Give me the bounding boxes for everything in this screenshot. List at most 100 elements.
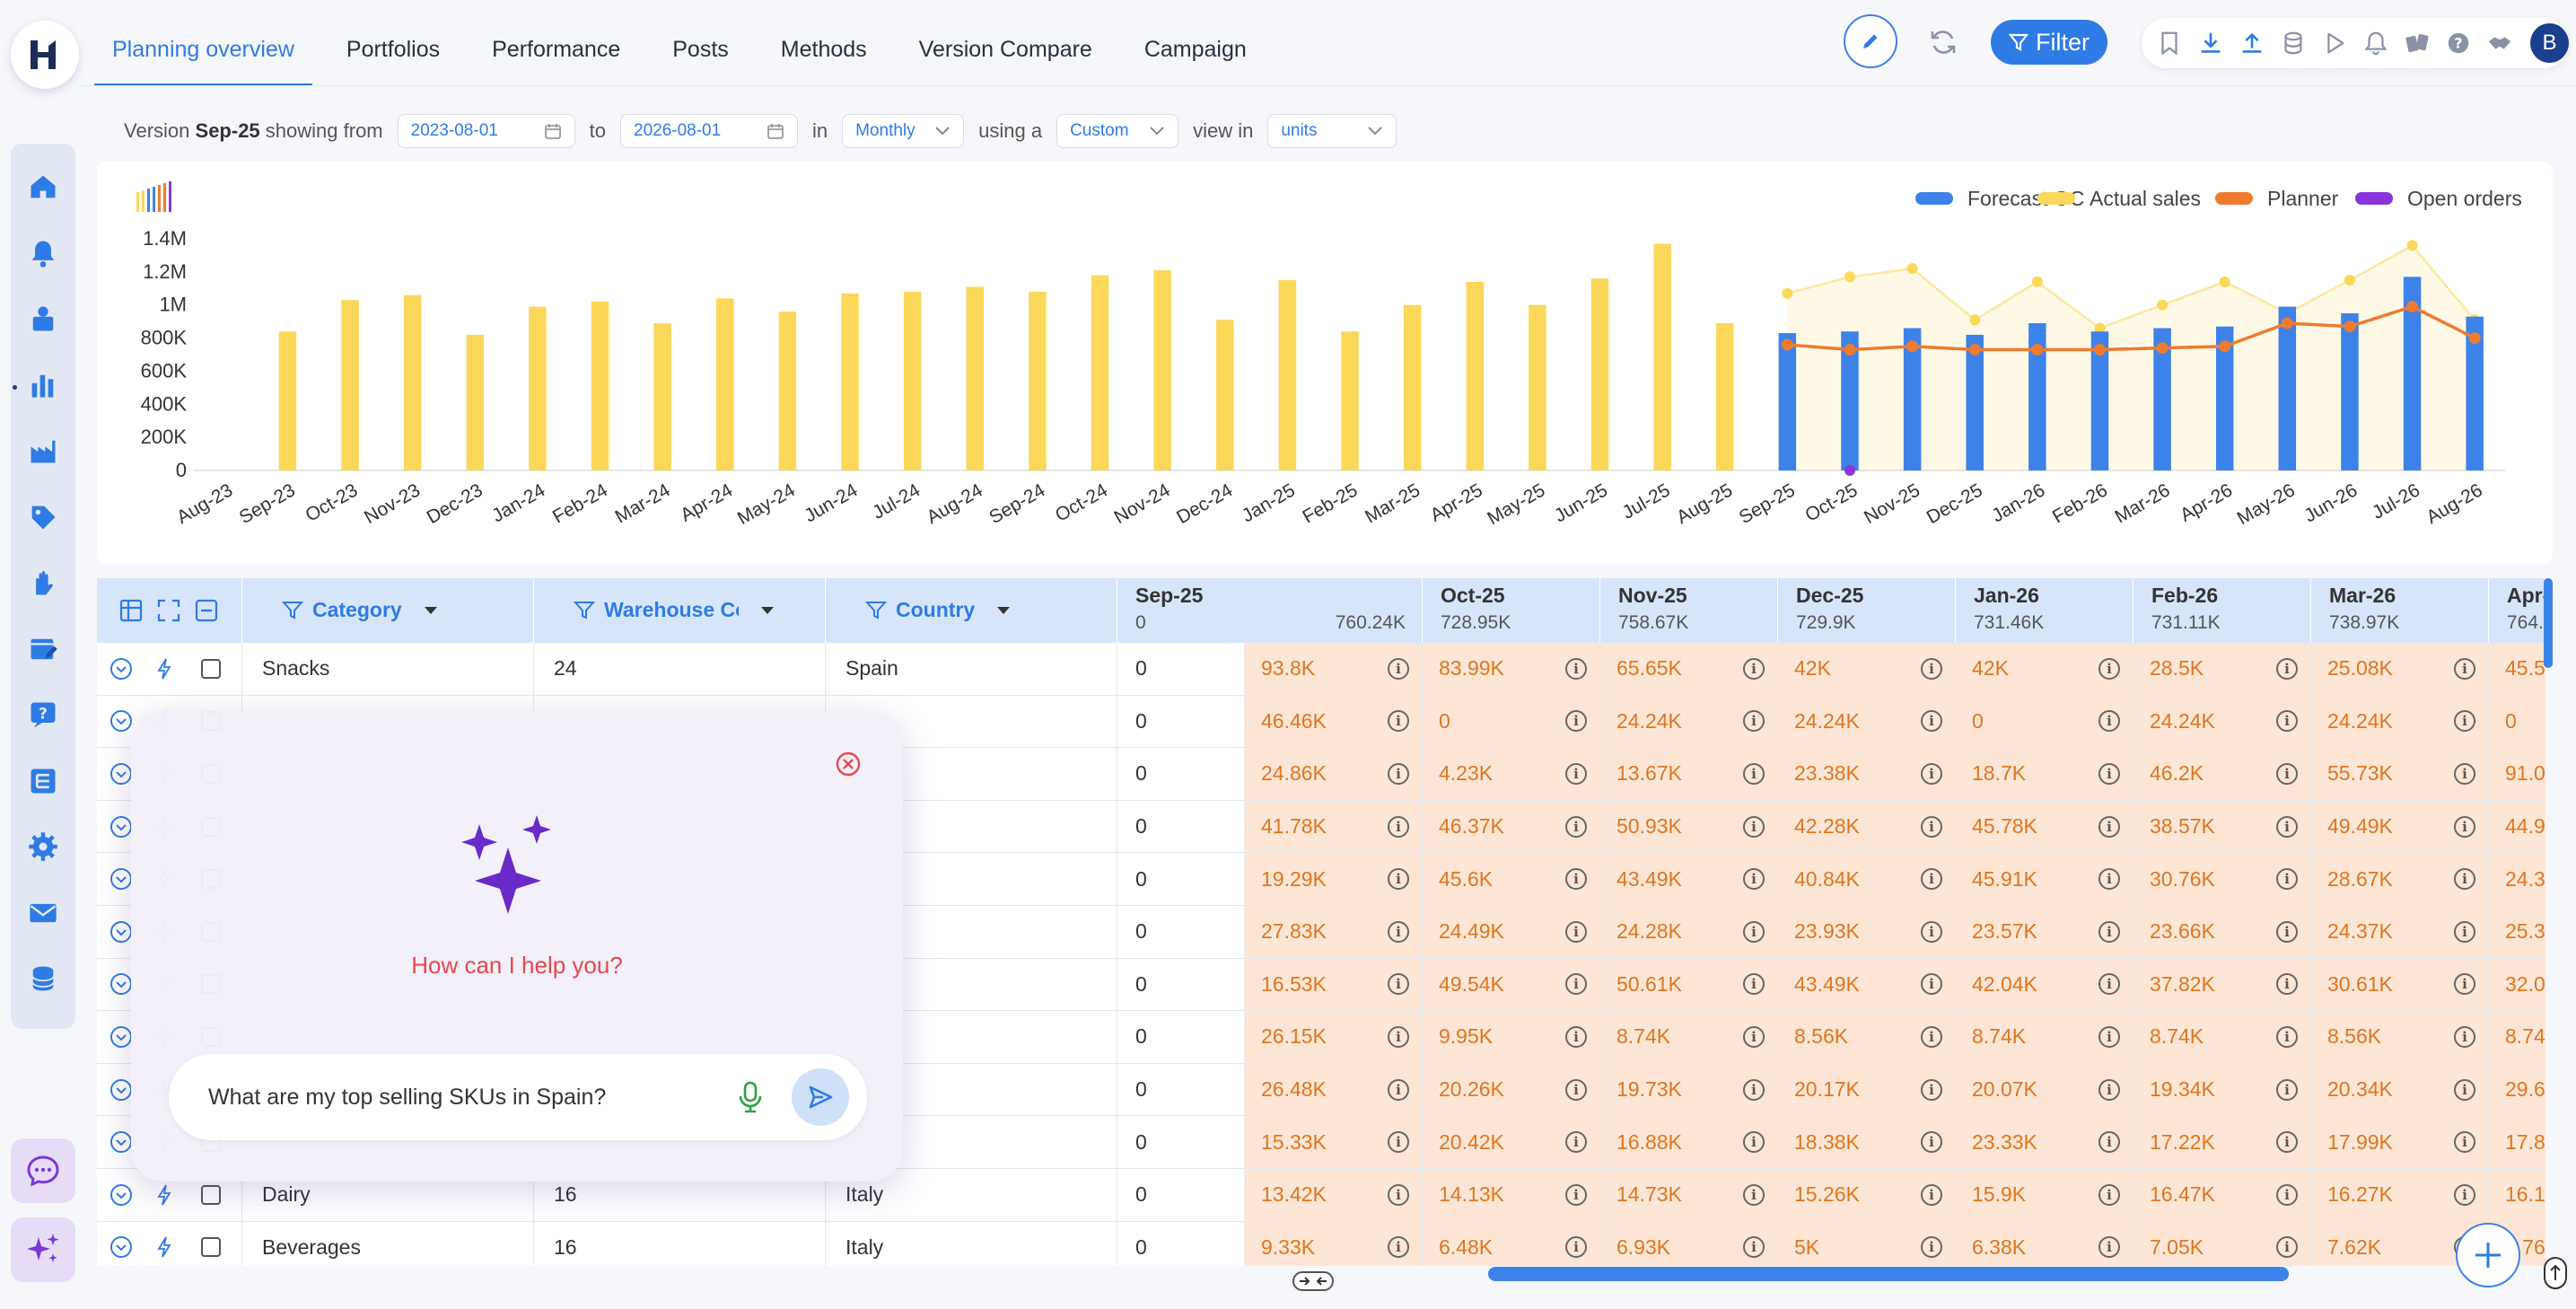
cell-forecast[interactable]: 23.33K i [1956,1116,2134,1168]
row-checkbox[interactable] [201,1237,221,1258]
lightning-icon[interactable] [156,1235,172,1259]
cell-forecast[interactable]: 16.14Ki [2489,1169,2545,1221]
cell-actual[interactable]: 0 [1117,1221,1245,1266]
info-icon[interactable]: i [1565,710,1587,733]
column-header-month[interactable]: Feb-26 731.11K [2134,578,2311,643]
forecast-oc-bar[interactable] [1778,333,1797,470]
info-icon[interactable]: i [2276,710,2298,733]
add-button[interactable] [2456,1223,2520,1287]
bell-button[interactable] [2360,26,2393,60]
info-icon[interactable]: i [2276,657,2298,680]
actual-sales-bar[interactable] [529,306,547,470]
info-icon[interactable]: i [2276,815,2298,838]
expand-row-icon[interactable] [110,972,133,996]
info-icon[interactable]: i [1743,710,1765,733]
cell-actual[interactable]: 0 [1117,906,1245,958]
cell-forecast[interactable]: 0i [2489,695,2545,748]
table-row[interactable]: 0 27.83K i 24.49K i 24.28K i 23.93K i 23.57K i 23.6… [97,906,2545,959]
column-header-month[interactable]: Jan-26 731.46K [1956,578,2134,643]
cell-forecast[interactable]: 42.04K i [1956,958,2134,1011]
cell-actual[interactable]: 0 [1117,643,1245,695]
column-header-warehouse[interactable]: Warehouse Co [534,578,826,643]
actual-sales-bar[interactable] [1403,304,1422,470]
cell-country[interactable]: Spain [826,643,1117,695]
tab-performance[interactable]: Performance [492,37,621,62]
expand-row-icon[interactable] [110,920,133,944]
app-logo[interactable] [11,21,79,89]
info-icon[interactable]: i [1565,1078,1587,1101]
actual-sales-bar[interactable] [1091,275,1109,470]
info-icon[interactable]: i [1388,1131,1409,1154]
cell-category[interactable]: Beverages [242,1221,534,1266]
info-icon[interactable]: i [2276,920,2298,943]
planner-point[interactable] [2093,343,2106,356]
cell-forecast[interactable]: 16.88K i [1600,1116,1778,1168]
info-icon[interactable]: i [2276,1025,2298,1048]
info-icon[interactable]: i [1388,1236,1409,1259]
cell-forecast[interactable]: 30.76K i [2134,853,2311,905]
actual-sales-point[interactable] [1906,263,1918,275]
sidebar-tag-button[interactable] [20,494,66,540]
filter-icon[interactable] [865,600,887,621]
column-header-month[interactable]: Sep-25 0 760.24K [1117,578,1423,643]
sidebar-database-button[interactable] [20,955,66,1002]
cell-country[interactable] [826,748,1117,800]
open-orders-point[interactable] [1844,465,1855,476]
info-icon[interactable]: i [1565,1131,1587,1154]
legend-item-open-orders[interactable]: Open orders [2355,187,2522,210]
info-icon[interactable]: i [1921,1025,1942,1048]
handshake-button[interactable] [2484,26,2517,60]
tab-methods[interactable]: Methods [780,37,867,62]
cell-country[interactable] [826,1116,1117,1168]
info-icon[interactable]: i [1388,868,1409,891]
cell-forecast[interactable]: 23.57K i [1956,906,2134,958]
column-header-month[interactable]: Dec-25 729.9K [1778,578,1956,643]
sidebar-help-desk-button[interactable]: ? [20,691,66,738]
cell-forecast[interactable]: 41.78K i [1245,800,1423,853]
cell-forecast[interactable]: 17.99K i [2311,1116,2489,1168]
info-icon[interactable]: i [1388,762,1409,785]
collapse-all-icon[interactable] [194,598,219,623]
info-icon[interactable]: i [1743,815,1765,838]
info-icon[interactable]: i [1921,920,1942,943]
cell-forecast[interactable]: 18.38K i [1778,1116,1956,1168]
actual-sales-bar[interactable] [1529,304,1546,470]
actual-sales-bar[interactable] [716,298,734,470]
refresh-button[interactable] [1921,20,1966,65]
info-icon[interactable]: i [1743,868,1765,891]
planner-point[interactable] [1781,338,1793,351]
planner-point[interactable] [1968,343,1981,356]
info-icon[interactable]: i [2098,762,2120,785]
caret-down-icon[interactable] [424,606,438,615]
actual-sales-bar[interactable] [591,302,609,470]
actual-sales-point[interactable] [2094,322,2106,334]
cell-forecast[interactable]: 30.61K i [2311,958,2489,1011]
info-icon[interactable]: i [1388,973,1409,996]
info-icon[interactable]: i [1388,710,1409,733]
actual-sales-bar[interactable] [278,331,297,470]
planner-point[interactable] [1906,340,1919,353]
table-row[interactable]: 0 41.78K i 46.37K i 50.93K i 42.28K i 45.78K i 38.5… [97,800,2545,854]
info-icon[interactable]: i [2098,1025,2120,1048]
info-icon[interactable]: i [1565,1236,1587,1259]
actual-sales-bar[interactable] [1029,291,1047,470]
cell-country[interactable] [826,853,1117,905]
forecast-oc-bar[interactable] [2090,331,2109,470]
expand-row-icon[interactable] [110,867,133,891]
cell-forecast[interactable]: 83.99K i [1423,643,1600,695]
planner-point[interactable] [2406,301,2419,313]
expand-row-icon[interactable] [110,1078,133,1102]
info-icon[interactable]: i [1388,1078,1409,1101]
info-icon[interactable]: i [1388,815,1409,838]
actual-sales-bar[interactable] [966,286,985,470]
split-handle[interactable] [1292,1271,1334,1291]
chart-type-icon[interactable] [136,181,171,212]
cell-forecast[interactable]: 24.86K i [1245,748,1423,800]
info-icon[interactable]: i [1565,973,1587,996]
cell-forecast[interactable]: 46.2K i [2134,748,2311,800]
planner-point[interactable] [2219,340,2231,353]
